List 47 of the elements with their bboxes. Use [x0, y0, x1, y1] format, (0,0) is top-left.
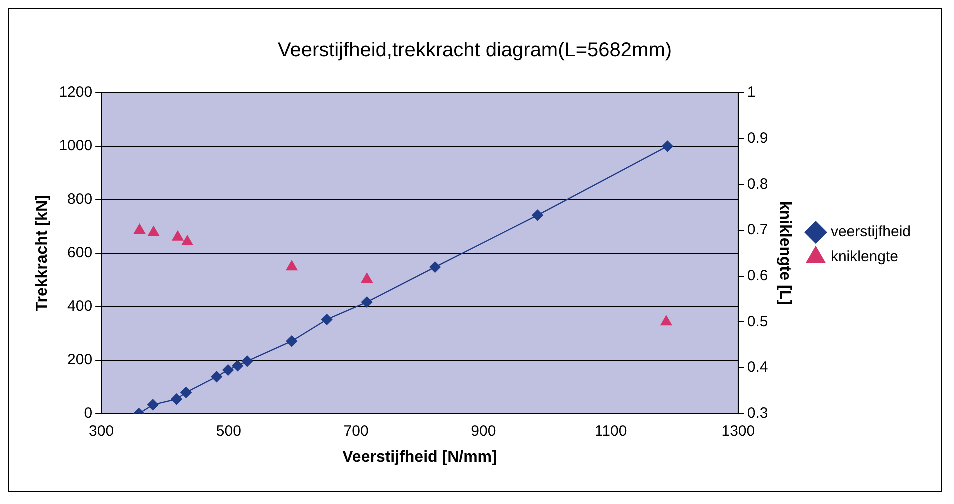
x-tick-label: 300	[89, 422, 114, 440]
legend-label: kniklengte	[830, 248, 899, 266]
point	[286, 336, 298, 347]
y-axis-title: Trekkracht [kN]	[34, 195, 52, 312]
point	[211, 371, 222, 383]
point	[361, 273, 373, 284]
point	[182, 235, 194, 246]
y-tick-label: 1200	[59, 84, 93, 102]
y-tick-label: 1000	[59, 138, 93, 155]
y2-tick-label: 0.8	[747, 176, 768, 193]
y2-tick-label: 0.6	[747, 267, 768, 284]
x-tick-label: 500	[216, 422, 242, 440]
point	[172, 230, 184, 241]
y2-tick-label: 0.5	[747, 313, 768, 330]
y2-tick-label: 0.9	[747, 130, 768, 147]
chart-title: Veerstijfheid,trekkracht diagram(L=5682mm)	[278, 40, 672, 62]
point	[171, 394, 182, 405]
point	[660, 316, 672, 326]
y-tick-label: 200	[68, 351, 93, 368]
legend-label: veerstijfheid	[830, 224, 912, 241]
point	[362, 296, 373, 308]
y-tick-label: 0	[84, 404, 93, 422]
y-tick-label: 400	[68, 298, 93, 316]
point	[321, 314, 333, 326]
x-tick-label: 1300	[722, 422, 756, 440]
point	[430, 262, 441, 273]
point	[286, 260, 298, 271]
point	[134, 224, 146, 234]
point	[242, 356, 254, 368]
y-tick-label: 600	[68, 244, 93, 262]
y2-tick-label: 0.4	[747, 359, 768, 376]
point	[148, 399, 159, 411]
x-tick-label: 1100	[594, 422, 628, 440]
x-axis-title: Veerstijfheid [N/mm]	[342, 448, 498, 466]
y2-tick-label: 1	[747, 84, 756, 102]
x-tick-label: 900	[471, 422, 496, 440]
y2-tick-label: 0.7	[747, 222, 768, 239]
point	[232, 360, 244, 372]
point	[180, 387, 192, 398]
y2-tick-label: 0.3	[747, 404, 768, 422]
point	[222, 364, 234, 376]
x-tick-label: 700	[344, 422, 369, 440]
y-tick-label: 800	[68, 191, 93, 208]
point	[532, 210, 544, 222]
point	[662, 140, 674, 152]
y2-axis-title: kniklengte [L]	[776, 201, 794, 306]
point	[148, 226, 160, 236]
